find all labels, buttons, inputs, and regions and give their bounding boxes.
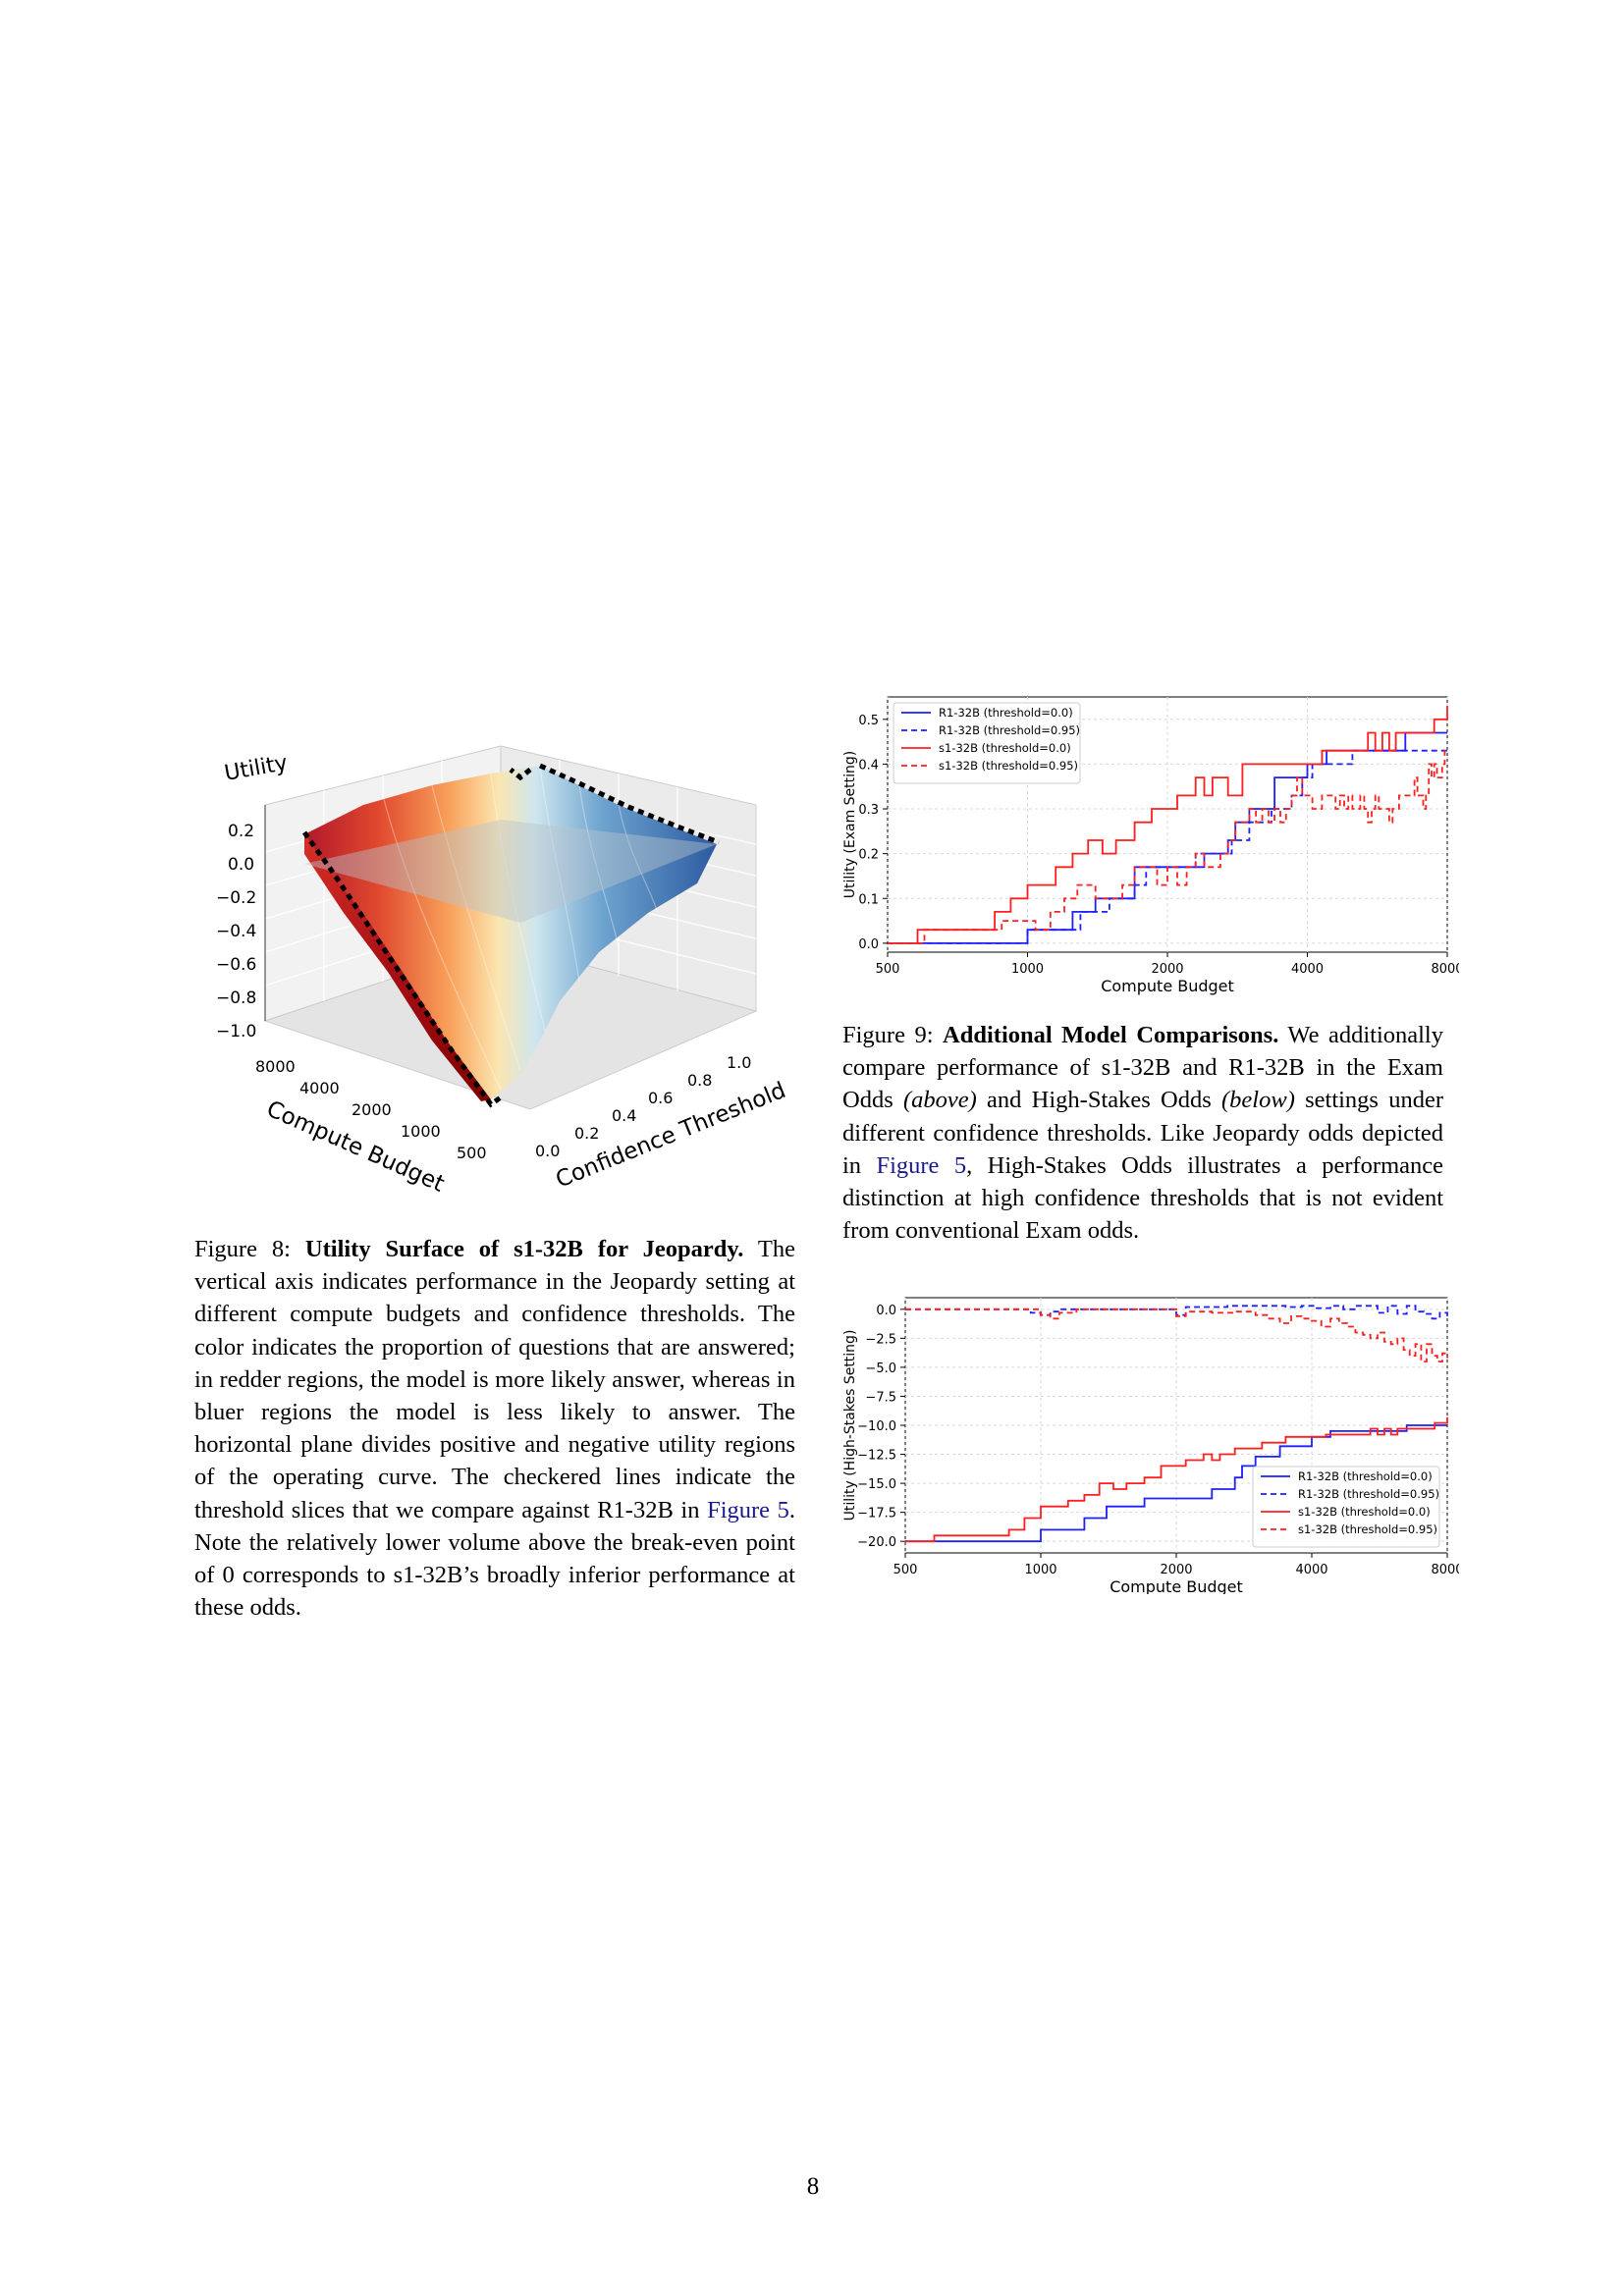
figure-9-exam-chart: 500 1000 2000 4000 8000 0.0 0.1 0.2 0.3 0.4 0.5 R1… <box>842 696 1459 995</box>
threshold-tick: 0.6 <box>648 1089 673 1107</box>
y-tick-label: −5.0 <box>865 1362 896 1376</box>
page-number: 8 <box>806 2173 820 2200</box>
legend: R1-32B (threshold=0.0) R1-32B (threshold=… <box>893 702 1081 784</box>
z-tick: −0.8 <box>216 988 256 1008</box>
threshold-tick: 0.2 <box>574 1124 599 1143</box>
x-tick-label: 8000 <box>1431 962 1459 977</box>
legend-entry: R1-32B (threshold=0.0) <box>939 706 1073 720</box>
x-tick-label: 2000 <box>1151 962 1183 977</box>
figure-9-title: Additional Model Comparisons. <box>943 1022 1279 1048</box>
y-tick-label: −17.5 <box>857 1507 896 1522</box>
budget-tick: 2000 <box>352 1100 392 1119</box>
x-axis-label: Compute Budget <box>1110 1577 1243 1594</box>
z-tick: −1.0 <box>216 1022 256 1041</box>
y-tick-label: −12.5 <box>857 1449 896 1464</box>
x-tick-label: 500 <box>893 1563 918 1577</box>
x-tick-label: 8000 <box>1431 1563 1459 1577</box>
z-tick: −0.2 <box>216 888 256 908</box>
y-tick-label: −15.0 <box>857 1477 896 1492</box>
threshold-tick: 0.8 <box>687 1071 712 1090</box>
z-tick: 0.2 <box>228 822 254 841</box>
x-tick-label: 2000 <box>1160 1563 1192 1577</box>
threshold-tick: 0.4 <box>612 1106 636 1125</box>
y-tick-label: −7.5 <box>865 1390 896 1405</box>
z-tick: −0.6 <box>216 955 256 975</box>
figure-8-title: Utility Surface of s1-32B for Jeopardy. <box>304 1236 744 1262</box>
threshold-tick: 0.0 <box>535 1142 560 1160</box>
series-line <box>905 1305 1448 1320</box>
legend-box <box>893 702 1081 784</box>
budget-tick: 4000 <box>299 1079 340 1097</box>
budget-tick: 500 <box>457 1144 487 1162</box>
y-tick-label: 0.2 <box>858 848 879 863</box>
series-line <box>888 706 1448 944</box>
x-tick-label: 1000 <box>1024 1563 1056 1577</box>
legend-entry: s1-32B (threshold=0.0) <box>939 741 1071 755</box>
threshold-slice-lines <box>301 763 720 1108</box>
figure-5-link[interactable]: Figure 5 <box>876 1151 967 1179</box>
legend-entry: s1-32B (threshold=0.0) <box>1298 1505 1431 1519</box>
x-tick-label: 500 <box>876 962 900 977</box>
z-axis-label: Utility <box>223 751 290 786</box>
figure-8-label: Figure 8: <box>194 1236 305 1262</box>
y-tick-label: −2.5 <box>865 1332 896 1347</box>
legend-box <box>1252 1466 1440 1548</box>
y-axis-label: Utility (Exam Setting) <box>842 751 858 898</box>
y-axis-label: Utility (High-Stakes Setting) <box>842 1330 858 1522</box>
z-tick: 0.0 <box>228 855 254 875</box>
figure-9-high-stakes-chart: 500 1000 2000 4000 8000 0.0 −2.5 −5.0 −7.5 −10.0 −… <box>842 1297 1459 1594</box>
figure-9-caption: Figure 9: Additional Model Comparisons. … <box>842 1022 1443 1245</box>
series-line <box>888 749 1447 944</box>
z-axis: Utility 0.2 0.0 −0.2 −0.4 −0.6 −0.8 −1.0 <box>216 751 290 1041</box>
x-tick-label: 1000 <box>1011 962 1044 977</box>
y-tick-label: 0.0 <box>858 937 879 952</box>
budget-tick: 8000 <box>255 1057 296 1076</box>
figure-8-surface-plot: Utility 0.2 0.0 −0.2 −0.4 −0.6 −0.8 −1.0… <box>216 745 789 1198</box>
legend-entry: s1-32B (threshold=0.95) <box>939 759 1078 773</box>
y-tick-label: 0.3 <box>858 803 879 818</box>
y-tick-label: 0.1 <box>858 892 879 907</box>
y-tick-label: 0.0 <box>876 1304 896 1318</box>
z-tick: −0.4 <box>216 922 256 941</box>
threshold-tick: 1.0 <box>727 1053 751 1072</box>
y-tick-label: 0.4 <box>858 758 879 773</box>
budget-tick: 1000 <box>401 1122 441 1141</box>
legend-entry: R1-32B (threshold=0.0) <box>1298 1469 1433 1483</box>
legend-entry: s1-32B (threshold=0.95) <box>1298 1522 1437 1536</box>
figure-9-label: Figure 9: <box>842 1022 944 1048</box>
figure-8-caption: Figure 8: Utility Surface of s1-32B for … <box>194 1236 795 1622</box>
figure-5-link[interactable]: Figure 5 <box>707 1496 789 1523</box>
y-tick-label: 0.5 <box>858 714 879 728</box>
x-tick-label: 4000 <box>1295 1563 1327 1577</box>
y-tick-label: −10.0 <box>857 1419 896 1434</box>
legend-entry: R1-32B (threshold=0.95) <box>1298 1487 1439 1501</box>
legend-entry: R1-32B (threshold=0.95) <box>939 723 1080 737</box>
x-tick-label: 4000 <box>1291 962 1324 977</box>
legend: R1-32B (threshold=0.0) R1-32B (threshold=… <box>1252 1466 1440 1548</box>
x-axis-label: Compute Budget <box>1101 977 1234 995</box>
series-line <box>905 1308 1448 1362</box>
series-line <box>905 1416 1448 1543</box>
y-tick-label: −20.0 <box>857 1535 896 1550</box>
